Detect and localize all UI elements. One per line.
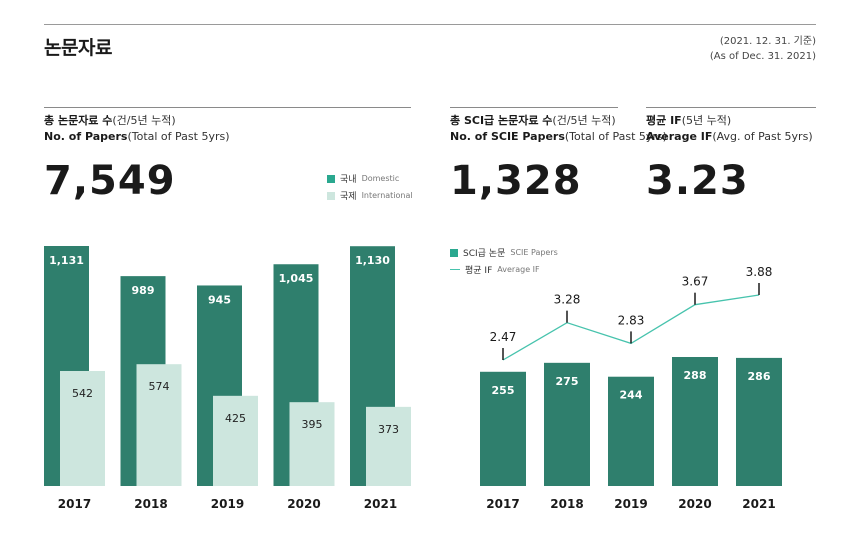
legend-swatch-international [327,191,335,200]
x-tick-label-2018: 2018 [134,497,167,511]
as-of-date-ko: (2021. 12. 31. 기준) [719,36,816,47]
x-tick-label-2021: 2021 [364,497,397,511]
sci-chart-legend: SCI급 논문 SCIE Papers 평균 IF Average IF [450,246,558,276]
header-divider [44,24,816,25]
x-tick-label-sci-2019: 2019 [614,497,647,511]
x-tick-label-2019: 2019 [211,497,244,511]
total-papers-unit-ko: (건/5년 누적) [112,114,176,127]
total-papers-legend: 국내 Domestic 국제 International [327,172,413,202]
total-papers-unit-en: (Total of Past 5yrs) [127,130,230,143]
x-tick-label-sci-2017: 2017 [486,497,519,511]
point-label-average-if-2017: 2.47 [490,330,517,344]
bar-label-international-2017: 542 [72,387,93,400]
legend-item-international: 국제 International [327,189,413,202]
bar-label-international-2018: 574 [149,380,170,393]
bar-international-2021 [366,406,411,486]
total-papers-heading: 총 논문자료 수(건/5년 누적) No. of Papers(Total of… [44,113,230,145]
point-label-average-if-2018: 3.28 [554,293,581,307]
bar-label-sci-papers-2021: 286 [748,370,771,383]
sci-papers-divider [450,107,618,108]
bar-sci-papers-2021 [736,357,782,486]
x-tick-label-2020: 2020 [287,497,320,511]
x-tick-label-sci-2021: 2021 [742,497,775,511]
bar-international-2020 [289,402,335,486]
total-papers-title-en: No. of Papers [44,130,128,143]
line-average-if [502,294,760,361]
total-papers-chart: 1,131 542 2017 989 574 2018 945 425 2019 1,045 395… [44,246,411,511]
avg-if-title-ko: 평균 IF [646,114,682,127]
bar-label-international-2020: 395 [302,418,323,431]
as-of-date-en: (As of Dec. 31. 2021) [709,51,816,62]
bar-label-sci-papers-2017: 255 [492,384,515,397]
sci-papers-title-ko: 총 SCI급 논문자료 수 [450,114,553,127]
legend-label-average-if-ko: 평균 IF [465,266,493,276]
point-label-average-if-2021: 3.88 [746,265,773,279]
x-tick-label-sci-2020: 2020 [678,497,711,511]
bar-label-sci-papers-2018: 275 [556,375,579,388]
legend-item-domestic: 국내 Domestic [327,172,413,185]
legend-swatch-sci-papers [450,248,458,257]
sci-papers-unit-en: (Total of Past 5yrs) [564,130,667,143]
bar-label-domestic-2020: 1,045 [279,272,314,285]
legend-label-international-ko: 국제 [340,192,357,202]
avg-if-divider [646,107,816,108]
point-label-average-if-2019: 2.83 [618,313,645,327]
sci-papers-unit-ko: (건/5년 누적) [552,114,616,127]
sci-papers-title-en: No. of SCIE Papers [450,130,565,143]
legend-label-domestic-ko: 국내 [340,175,357,185]
bar-international-2018 [136,364,182,486]
legend-label-sci-papers-en: SCIE Papers [510,248,558,257]
legend-label-international-en: International [361,191,413,200]
page-title: 논문자료 [44,37,112,59]
point-label-average-if-2020: 3.67 [682,275,709,289]
legend-swatch-domestic [327,174,335,183]
bar-label-sci-papers-2020: 288 [684,369,707,382]
bar-label-international-2021: 373 [378,423,399,436]
avg-if-value: 3.23 [646,158,749,204]
legend-item-sci-papers: SCI급 논문 SCIE Papers [450,246,558,259]
bar-sci-papers-2020 [672,357,718,486]
sci-papers-value: 1,328 [450,158,582,204]
bar-international-2017 [60,370,105,486]
bar-label-domestic-2018: 989 [132,284,155,297]
bar-label-international-2019: 425 [225,412,246,425]
sci-papers-chart: 255 2017 275 2018 244 2019 288 2020 286 2021 2.47 3… [480,265,782,511]
avg-if-unit-en: (Avg. of Past 5yrs) [712,130,813,143]
x-tick-label-sci-2018: 2018 [550,497,583,511]
total-papers-title-ko: 총 논문자료 수 [44,114,113,127]
as-of-date: (2021. 12. 31. 기준) (As of Dec. 31. 2021) [710,34,816,64]
legend-item-average-if: 평균 IF Average IF [450,263,558,276]
legend-label-domestic-en: Domestic [361,174,400,183]
legend-line-average-if [450,269,460,270]
bar-sci-papers-2017 [480,371,526,486]
avg-if-heading: 평균 IF(5년 누적) Average IF(Avg. of Past 5yr… [646,113,813,145]
bar-label-domestic-2019: 945 [208,293,231,306]
avg-if-unit-ko: (5년 누적) [681,114,732,127]
total-papers-divider [44,107,411,108]
legend-label-sci-papers-ko: SCI급 논문 [463,249,506,259]
sci-papers-heading: 총 SCI급 논문자료 수(건/5년 누적) No. of SCIE Paper… [450,113,667,145]
bar-label-domestic-2021: 1,130 [355,254,390,267]
bar-label-domestic-2017: 1,131 [49,254,84,267]
bar-sci-papers-2019 [608,376,654,486]
legend-label-average-if-en: Average IF [497,265,540,274]
total-papers-value: 7,549 [44,158,176,204]
avg-if-title-en: Average IF [646,130,713,143]
x-tick-label-2017: 2017 [58,497,91,511]
bar-sci-papers-2018 [544,362,590,486]
bar-international-2019 [213,395,258,486]
bar-label-sci-papers-2019: 244 [620,389,643,402]
